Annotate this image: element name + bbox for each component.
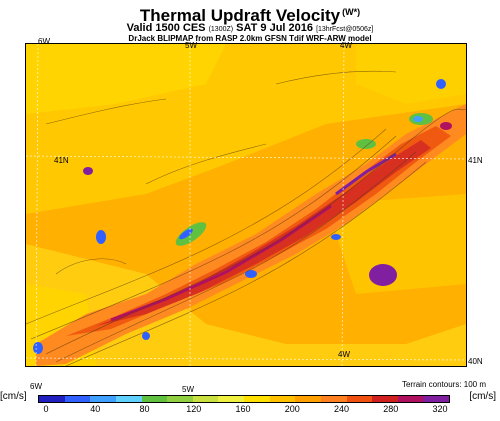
terrain-contours-note: Terrain contours: 100 m	[401, 380, 486, 389]
colorbar-segment	[320, 396, 347, 402]
colorbar-segment	[218, 396, 244, 402]
model-description: DrJack BLIPMAP from RASP 2.0km GFSN Tdif…	[128, 34, 372, 43]
colorbar-segment	[372, 396, 398, 402]
colorbar-segment	[269, 396, 296, 402]
color-scale-bar	[38, 395, 450, 403]
lon-label-6w-top: 6W	[38, 37, 50, 46]
colorbar-tick-label: 200	[284, 404, 300, 414]
lon-label-6w-bottom: 6W	[30, 382, 42, 391]
colorbar-segment	[295, 396, 321, 402]
lat-label-40n-right: 40N	[468, 357, 483, 366]
colorbar-tick-label: 120	[186, 404, 202, 414]
colorbar-unit-right: [cm/s]	[469, 391, 496, 402]
lat-label-41n-left: 41N	[54, 156, 69, 165]
colorbar-tick-label: 240	[333, 404, 350, 414]
valid-time: Valid 1500 CES (1300Z) SAT 9 Jul 2016 [1…	[126, 22, 374, 34]
colorbar-segment	[141, 396, 168, 402]
colorbar-segment	[346, 396, 373, 402]
lon-label-4w-top: 4W	[340, 41, 352, 50]
lat-label-41n-right: 41N	[468, 156, 483, 165]
colorbar-tick-label: 0	[43, 404, 49, 414]
colorbar-tick-label: 160	[235, 404, 251, 414]
colorbar-segment	[192, 396, 219, 402]
colorbar-segment	[167, 396, 193, 402]
colorbar-segment	[64, 396, 91, 402]
colorbar-segment	[244, 396, 270, 402]
colorbar-tick-label: 40	[90, 404, 101, 414]
colorbar-segment	[39, 396, 65, 402]
lon-label-5w-bottom: 5W	[182, 385, 194, 394]
colorbar-tick-label: 80	[139, 404, 150, 414]
colorbar-tick-label: 280	[383, 404, 399, 414]
map-title: Thermal Updraft Velocity (W*)	[139, 6, 361, 25]
lon-label-4w-bottom: 4W	[338, 350, 350, 359]
colorbar-segment	[423, 396, 449, 402]
forecast-map	[25, 43, 467, 367]
colorbar-segment	[90, 396, 116, 402]
colorbar-segment	[397, 396, 424, 402]
colorbar-unit-left: [cm/s]	[0, 391, 27, 402]
colorbar-segment	[115, 396, 142, 402]
lon-label-5w-top: 5W	[185, 41, 197, 50]
colorbar-tick-label: 320	[432, 404, 448, 414]
